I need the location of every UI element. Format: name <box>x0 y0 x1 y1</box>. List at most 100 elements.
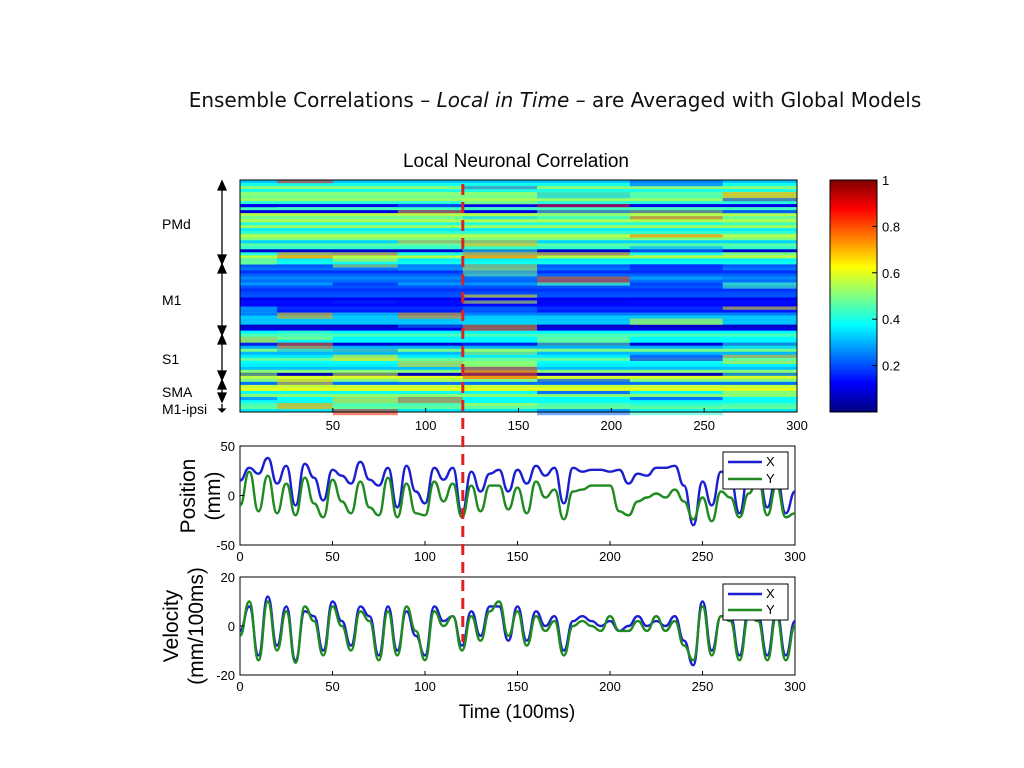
heatmap-x-tick-label: 300 <box>786 418 808 433</box>
heatmap-row <box>240 288 797 292</box>
velocity-y-tick-label: 0 <box>228 619 235 634</box>
velocity-ylabel-line2: (mm/100ms) <box>185 567 208 685</box>
heatmap-block <box>462 270 538 277</box>
heatmap-blocks <box>240 180 797 416</box>
time-xlabel: Time (100ms) <box>459 702 575 723</box>
heatmap-block <box>629 396 723 401</box>
heatmap-row <box>240 354 797 359</box>
heatmap-block <box>277 402 333 410</box>
heatmap-block <box>722 222 797 226</box>
heatmap-block <box>629 210 723 214</box>
region-label-m1: M1 <box>162 292 182 308</box>
heatmap-block <box>397 378 463 383</box>
heatmap-block <box>277 312 333 319</box>
position-ylabel: Position (mm) <box>177 459 225 534</box>
heatmap-block <box>240 204 278 208</box>
heatmap-block <box>537 282 630 286</box>
heatmap-block <box>277 330 333 337</box>
heatmap-block <box>537 216 630 220</box>
velocity-x-tick-label: 50 <box>325 679 339 694</box>
heatmap-block <box>397 204 463 208</box>
heatmap-x-tick-label: 200 <box>600 418 622 433</box>
heatmap-block <box>722 372 797 377</box>
heatmap-row <box>240 225 797 229</box>
heatmap-block <box>462 192 538 196</box>
velocity-legend-label-y: Y <box>766 602 775 617</box>
heatmap-row <box>240 312 797 316</box>
colorbar-ticks: 1 0.8 0.6 0.4 0.2 <box>872 173 900 374</box>
heatmap-x-tick-label: 150 <box>508 418 530 433</box>
heatmap-block <box>462 318 538 325</box>
position-series <box>240 456 795 527</box>
heatmap-block <box>537 300 630 304</box>
heatmap-block <box>629 318 723 325</box>
heatmap-block <box>722 192 797 199</box>
heatmap-row <box>240 204 797 208</box>
heatmap-row <box>240 219 797 223</box>
position-x-tick-label: 200 <box>599 549 621 564</box>
heatmap-row <box>240 384 797 389</box>
heatmap-x-tick-label: 100 <box>415 418 437 433</box>
heatmap-block <box>462 348 538 355</box>
heatmap-row <box>240 222 797 226</box>
heatmap-block <box>722 252 797 256</box>
heatmap-block <box>629 276 723 280</box>
velocity-legend-label-x: X <box>766 586 775 601</box>
heatmap-row <box>240 345 797 350</box>
heatmap-block <box>629 192 723 199</box>
heatmap-block <box>462 372 538 380</box>
region-label-pmd: PMd <box>162 216 191 232</box>
heatmap-row <box>240 336 797 340</box>
heatmap-block <box>462 306 538 313</box>
heatmap-block <box>537 336 630 343</box>
heatmap-block <box>537 252 630 256</box>
heatmap-block <box>462 300 538 304</box>
heatmap-row <box>240 396 797 401</box>
heatmap-block <box>462 252 538 259</box>
heatmap-row <box>240 213 797 217</box>
position-series-line-y <box>240 470 795 523</box>
heatmap-block <box>722 198 797 202</box>
heatmap-block <box>240 258 278 265</box>
velocity-legend-box <box>722 583 789 621</box>
heatmap-row <box>240 381 797 386</box>
heatmap-block <box>397 324 463 328</box>
position-x-tick-label: 150 <box>507 549 529 564</box>
heatmap-block <box>462 324 538 331</box>
heatmap-block <box>462 246 538 253</box>
heatmap-block <box>722 306 797 310</box>
heatmap-block <box>332 396 398 404</box>
heatmap-row <box>240 231 797 235</box>
heatmap-row <box>240 315 797 319</box>
colorbar-tick-label: 0.2 <box>882 359 900 374</box>
velocity-y-tick-label: 20 <box>221 570 235 585</box>
title-text-start: Ensemble Correlations – <box>188 88 437 112</box>
heatmap-x-ticks: 50 100 150 200 250 300 <box>326 408 808 433</box>
velocity-x-tick-label: 150 <box>507 679 529 694</box>
region-label-m1-ipsi: M1-ipsi <box>162 401 207 417</box>
heatmap-row <box>240 180 797 184</box>
heatmap-row <box>240 378 797 383</box>
slide-title: Ensemble Correlations – Local in Time – … <box>0 88 1024 112</box>
heatmap-block <box>722 210 797 214</box>
heatmap-block <box>462 402 538 407</box>
velocity-x-tick-label: 250 <box>692 679 714 694</box>
position-legend-box <box>722 451 789 490</box>
velocity-x-tick-label: 300 <box>784 679 806 694</box>
region-arrows <box>216 179 228 413</box>
heatmap-block <box>240 372 278 380</box>
heatmap-block <box>332 348 398 352</box>
position-axes <box>239 445 796 546</box>
heatmap-row <box>240 333 797 337</box>
position-x-tick-label: 250 <box>692 549 714 564</box>
velocity-series <box>240 595 795 667</box>
heatmap-block <box>722 360 797 364</box>
heatmap-block <box>332 264 398 268</box>
heatmap-block <box>277 348 333 355</box>
velocity-y-tick-label: -20 <box>216 668 235 683</box>
heatmap-row <box>240 189 797 193</box>
velocity-x-tick-label: 0 <box>236 679 243 694</box>
position-legend: X Y <box>722 451 789 490</box>
